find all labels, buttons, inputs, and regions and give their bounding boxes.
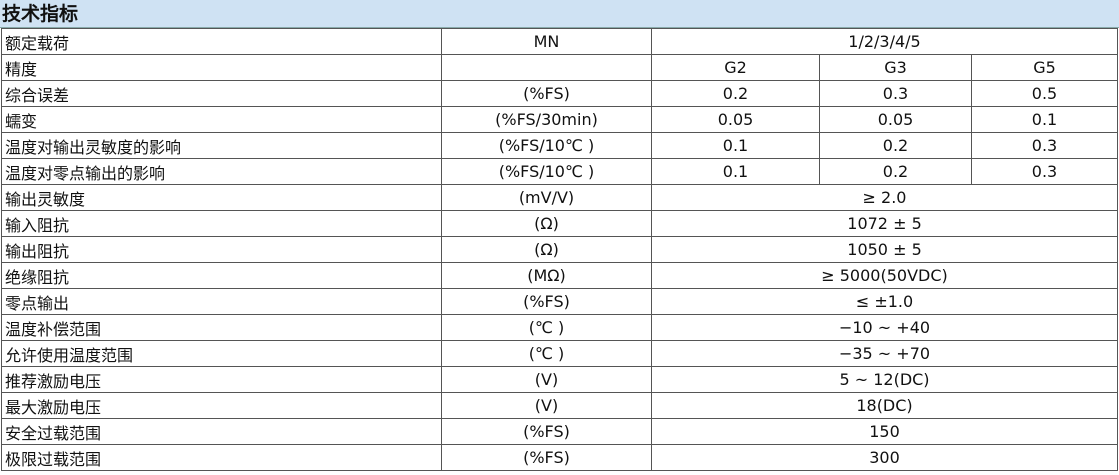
table-row: 安全过载范围 (%FS) 150 [1,418,1119,445]
row-label: 输入阻抗 [1,210,442,237]
value-cell: 0.1 [970,106,1119,133]
value-cell: 0.1 [651,132,820,159]
unit-cell: (MΩ) [441,262,652,289]
unit-cell: (%FS/30min) [441,106,652,133]
table-row: 温度补偿范围 (℃ ) −10 ~ +40 [1,314,1119,341]
table-row: 精度 G2 G3 G5 [1,54,1119,81]
row-label: 蠕变 [1,106,442,133]
table-row: 最大激励电压 (V) 18(DC) [1,392,1119,419]
unit-cell: (%FS) [441,288,652,315]
table-row: 推荐激励电压 (V) 5 ~ 12(DC) [1,366,1119,393]
value-cell: G5 [970,54,1119,81]
value-cell: 5 ~ 12(DC) [650,366,1119,393]
unit-cell [441,54,652,81]
value-cell: 1072 ± 5 [650,210,1119,237]
unit-cell: (V) [441,392,652,419]
unit-cell: (℃ ) [441,340,652,367]
table-row: 输出灵敏度 (mV/V) ≥ 2.0 [1,184,1119,211]
unit-cell: (%FS) [441,80,652,107]
row-label: 允许使用温度范围 [1,340,442,367]
value-cell: 18(DC) [650,392,1119,419]
unit-cell: (%FS) [441,444,652,471]
table-row: 温度对零点输出的影响 (%FS/10℃ ) 0.1 0.2 0.3 [1,158,1119,185]
row-label: 安全过载范围 [1,418,442,445]
unit-cell: (%FS/10℃ ) [441,132,652,159]
value-cell: ≥ 2.0 [650,184,1119,211]
value-cell: −35 ~ +70 [650,340,1119,367]
unit-cell: (℃ ) [441,314,652,341]
row-label: 综合误差 [1,80,442,107]
unit-cell: (%FS) [441,418,652,445]
row-label: 温度对输出灵敏度的影响 [1,132,442,159]
value-cell: 0.2 [819,158,972,185]
value-cell: 0.2 [651,80,820,107]
value-cell: 0.1 [651,158,820,185]
table-row: 温度对输出灵敏度的影响 (%FS/10℃ ) 0.1 0.2 0.3 [1,132,1119,159]
value-cell: 1050 ± 5 [650,236,1119,263]
row-label: 推荐激励电压 [1,366,442,393]
table-row: 零点输出 (%FS) ≤ ±1.0 [1,288,1119,315]
row-label: 零点输出 [1,288,442,315]
table-row: 允许使用温度范围 (℃ ) −35 ~ +70 [1,340,1119,367]
value-cell: 300 [650,444,1119,471]
value-cell: 0.05 [651,106,820,133]
row-label: 绝缘阻抗 [1,262,442,289]
spec-table: 额定载荷 MN 1/2/3/4/5 精度 G2 G3 G5 综合误差 (%FS) 0.2 0.3 0.… [1,28,1119,471]
table-body: 额定载荷 MN 1/2/3/4/5 精度 G2 G3 G5 综合误差 (%FS) 0.2 0.3 0.… [1,28,1119,471]
unit-cell: (V) [441,366,652,393]
table-row: 输入阻抗 (Ω) 1072 ± 5 [1,210,1119,237]
title: 技术指标 [0,0,1119,28]
value-cell: G2 [651,54,820,81]
unit-cell: (Ω) [441,210,652,237]
table-row: 输出阻抗 (Ω) 1050 ± 5 [1,236,1119,263]
table-row: 绝缘阻抗 (MΩ) ≥ 5000(50VDC) [1,262,1119,289]
value-cell: 0.2 [819,132,972,159]
row-label: 精度 [1,54,442,81]
row-label: 额定载荷 [1,28,442,55]
value-cell: G3 [819,54,972,81]
value-cell: 0.3 [970,158,1119,185]
row-label: 温度补偿范围 [1,314,442,341]
value-cell: −10 ~ +40 [650,314,1119,341]
row-label: 输出灵敏度 [1,184,442,211]
value-cell: 0.3 [970,132,1119,159]
row-label: 最大激励电压 [1,392,442,419]
value-cell: ≥ 5000(50VDC) [650,262,1119,289]
value-cell: 1/2/3/4/5 [650,28,1119,55]
value-cell: 150 [650,418,1119,445]
table-row: 极限过载范围 (%FS) 300 [1,444,1119,471]
unit-cell: (mV/V) [441,184,652,211]
value-cell: 0.3 [819,80,972,107]
unit-cell: (Ω) [441,236,652,263]
row-label: 温度对零点输出的影响 [1,158,442,185]
table-row: 综合误差 (%FS) 0.2 0.3 0.5 [1,80,1119,107]
table-row: 蠕变 (%FS/30min) 0.05 0.05 0.1 [1,106,1119,133]
value-cell: 0.5 [970,80,1119,107]
value-cell: ≤ ±1.0 [650,288,1119,315]
row-label: 极限过载范围 [1,444,442,471]
value-cell: 0.05 [819,106,972,133]
table-row: 额定载荷 MN 1/2/3/4/5 [1,28,1119,55]
row-label: 输出阻抗 [1,236,442,263]
unit-cell: MN [441,28,652,55]
unit-cell: (%FS/10℃ ) [441,158,652,185]
